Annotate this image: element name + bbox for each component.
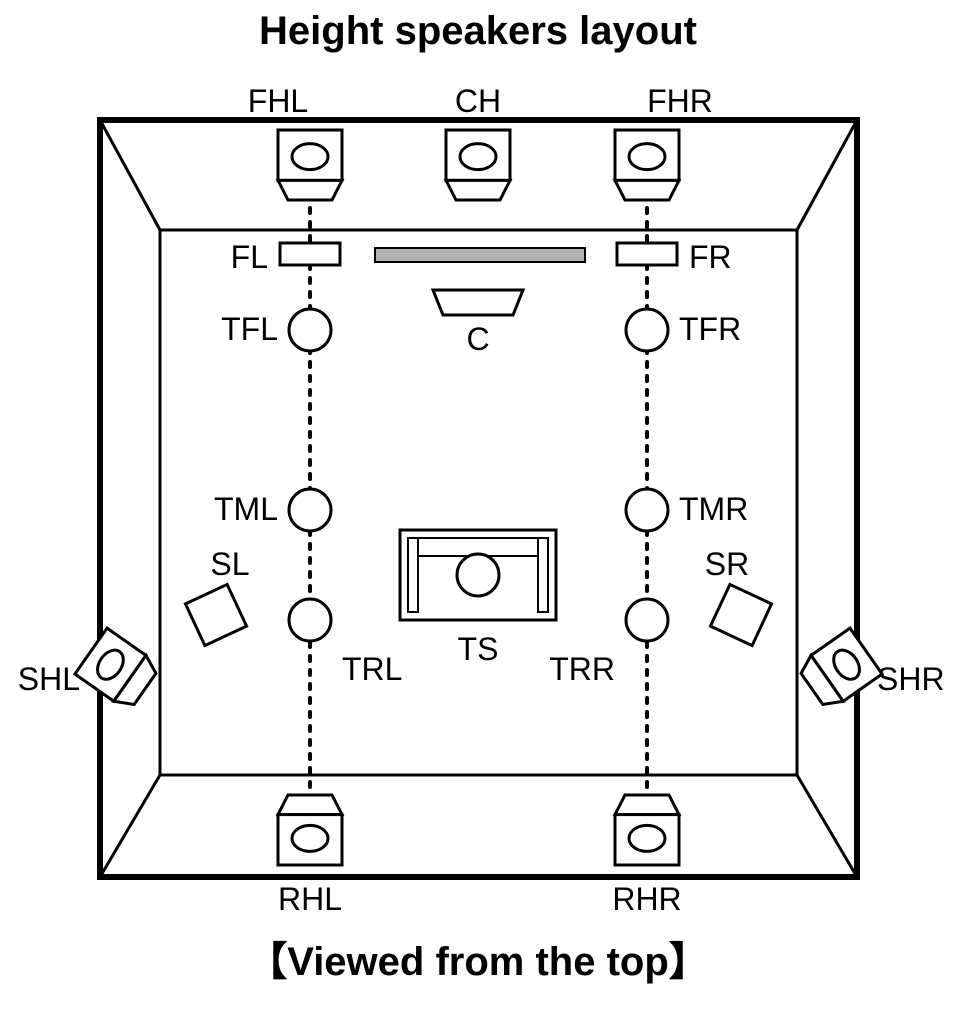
height-speaker-fhl-icon bbox=[278, 130, 342, 200]
height-speaker-ch-icon bbox=[446, 130, 510, 200]
label-rhl: RHL bbox=[278, 881, 342, 917]
label-sl: SL bbox=[210, 546, 249, 582]
subtitle: 【Viewed from the top】 bbox=[247, 940, 709, 984]
height-speaker-rhr-icon bbox=[615, 795, 679, 865]
label-ch: CH bbox=[455, 83, 501, 119]
speaker-layout-diagram: Height speakers layout FHL CH FHR FL FR C TFL TF… bbox=[0, 0, 957, 1009]
height-speaker-fhr-icon bbox=[615, 130, 679, 200]
ceiling-speaker-tfr-icon bbox=[626, 309, 668, 351]
ceiling-speaker-ts-icon bbox=[457, 554, 499, 596]
label-tmr: TMR bbox=[679, 491, 748, 527]
label-rhr: RHR bbox=[612, 881, 681, 917]
label-sr: SR bbox=[705, 546, 749, 582]
label-ts: TS bbox=[458, 631, 499, 667]
label-fl: FL bbox=[231, 239, 268, 275]
height-speaker-rhl-icon bbox=[278, 795, 342, 865]
ceiling-speaker-trr-icon bbox=[626, 599, 668, 641]
ceiling-speaker-tml-icon bbox=[289, 489, 331, 531]
floor-speaker-fl-icon bbox=[280, 243, 340, 265]
title: Height speakers layout bbox=[259, 9, 697, 53]
label-trr: TRR bbox=[549, 651, 615, 687]
screen-bar bbox=[375, 248, 585, 262]
label-c: C bbox=[466, 321, 489, 357]
floor-speaker-fr-icon bbox=[617, 243, 677, 265]
label-fr: FR bbox=[689, 239, 732, 275]
diagram-container: Height speakers layout FHL CH FHR FL FR C TFL TF… bbox=[0, 0, 957, 1009]
label-shr: SHR bbox=[877, 661, 945, 697]
ceiling-speaker-trl-icon bbox=[289, 599, 331, 641]
label-tfl: TFL bbox=[221, 311, 278, 347]
center-speaker-icon bbox=[433, 290, 523, 315]
label-tfr: TFR bbox=[679, 311, 741, 347]
label-trl: TRL bbox=[342, 651, 402, 687]
ceiling-speaker-tmr-icon bbox=[626, 489, 668, 531]
ceiling-speaker-tfl-icon bbox=[289, 309, 331, 351]
label-fhl: FHL bbox=[248, 83, 308, 119]
label-fhr: FHR bbox=[647, 83, 713, 119]
label-shl: SHL bbox=[18, 661, 80, 697]
label-tml: TML bbox=[214, 491, 278, 527]
